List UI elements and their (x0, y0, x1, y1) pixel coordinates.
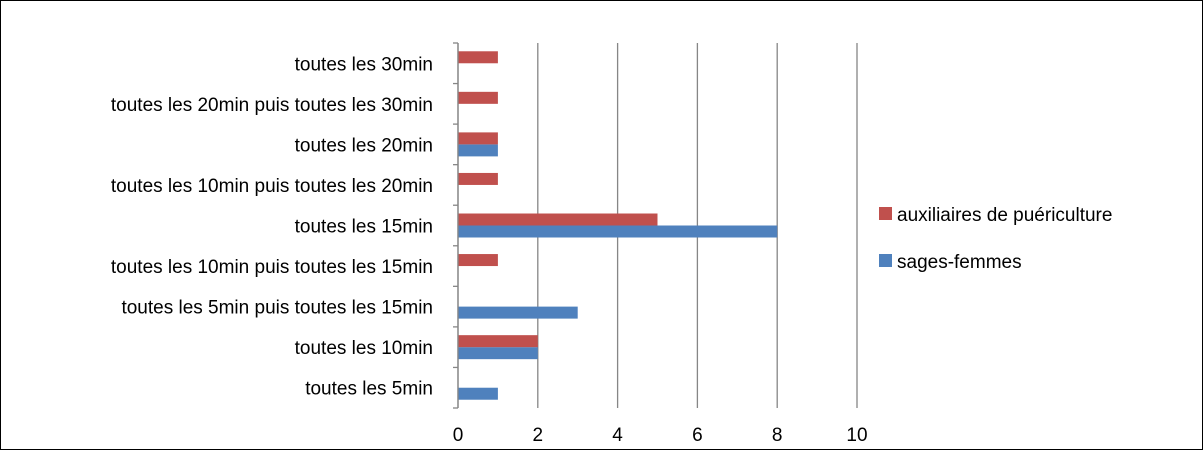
bar-auxiliaires-6 (458, 132, 498, 145)
category-label: toutes les 5min puis toutes les 15min (121, 298, 433, 319)
legend: auxiliaires de puériculture sages-femmes (879, 205, 1112, 273)
category-label: toutes les 15min (295, 217, 433, 238)
category-label: toutes les 5min (305, 379, 433, 400)
bar-sages-femmes-2 (458, 306, 578, 319)
legend-label: sages-femmes (897, 252, 1022, 273)
x-tick-label: 4 (612, 425, 623, 446)
x-tick-label: 0 (453, 425, 464, 446)
category-label: toutes les 10min puis toutes les 15min (111, 257, 433, 278)
bar-auxiliaires-3 (458, 254, 498, 267)
bar-sages-femmes-1 (458, 347, 538, 360)
x-tick-label: 8 (772, 425, 783, 446)
category-label: toutes les 20min puis toutes les 30min (111, 95, 433, 116)
legend-swatch (879, 207, 892, 220)
category-label: toutes les 10min (295, 338, 433, 359)
bar-auxiliaires-8 (458, 51, 498, 64)
category-label: toutes les 10min puis toutes les 20min (111, 176, 433, 197)
bar-auxiliaires-4 (458, 213, 658, 226)
bar-sages-femmes-0 (458, 387, 498, 400)
bar-auxiliaires-7 (458, 91, 498, 104)
bar-auxiliaires-5 (458, 172, 498, 185)
category-label: toutes les 20min (295, 135, 433, 156)
bar-sages-femmes-4 (458, 225, 778, 238)
category-labels: toutes les 5min toutes les 10min toutes le… (111, 54, 433, 399)
category-label: toutes les 30min (295, 54, 433, 75)
x-tick-label: 6 (692, 425, 703, 446)
bar-auxiliaires-1 (458, 335, 538, 348)
legend-label: auxiliaires de puériculture (897, 205, 1112, 226)
x-tick-label: 2 (533, 425, 544, 446)
bars (458, 51, 778, 400)
legend-swatch (879, 254, 892, 267)
x-tick-labels: 0 2 4 6 8 10 (453, 425, 868, 446)
bar-sages-femmes-6 (458, 144, 498, 157)
x-tick-label: 10 (846, 425, 867, 446)
axes (453, 42, 459, 409)
